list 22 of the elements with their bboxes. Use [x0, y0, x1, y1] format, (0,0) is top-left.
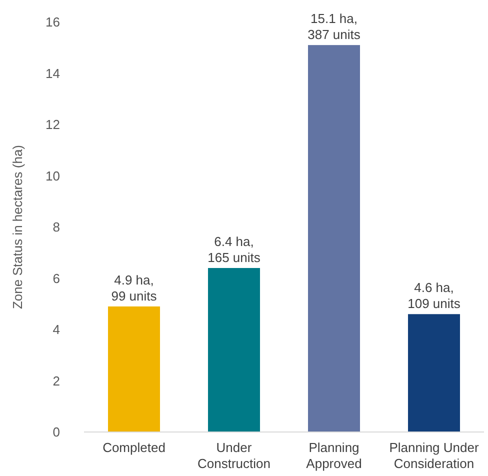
data-label: 4.6 ha, 109 units: [408, 280, 461, 312]
x-tick-label: Under Construction: [198, 440, 270, 471]
data-label: 15.1 ha, 387 units: [308, 11, 361, 42]
x-tick-label: Planning Approved: [306, 440, 362, 471]
y-tick-label: 2: [52, 373, 60, 388]
y-tick-label: 16: [46, 14, 60, 30]
y-tick-label: 4: [52, 322, 60, 338]
data-label: 4.9 ha, 99 units: [111, 272, 158, 304]
y-tick-label: 14: [46, 66, 60, 81]
y-tick-label: 6: [52, 270, 60, 286]
data-label: 6.4 ha, 165 units: [208, 234, 261, 265]
bar: [208, 268, 260, 432]
bar: [408, 314, 460, 432]
bar: [108, 306, 160, 432]
x-tick-label: Completed: [102, 440, 166, 455]
y-tick-label: 0: [52, 424, 60, 440]
y-tick-label: 8: [52, 220, 60, 235]
bar: [308, 45, 360, 432]
y-tick-label: 12: [46, 117, 60, 132]
x-tick-label: Planning Under Consideration: [389, 440, 480, 471]
y-axis-title: Zone Status in hectares (ha): [10, 144, 25, 310]
y-tick-label: 10: [46, 168, 60, 184]
